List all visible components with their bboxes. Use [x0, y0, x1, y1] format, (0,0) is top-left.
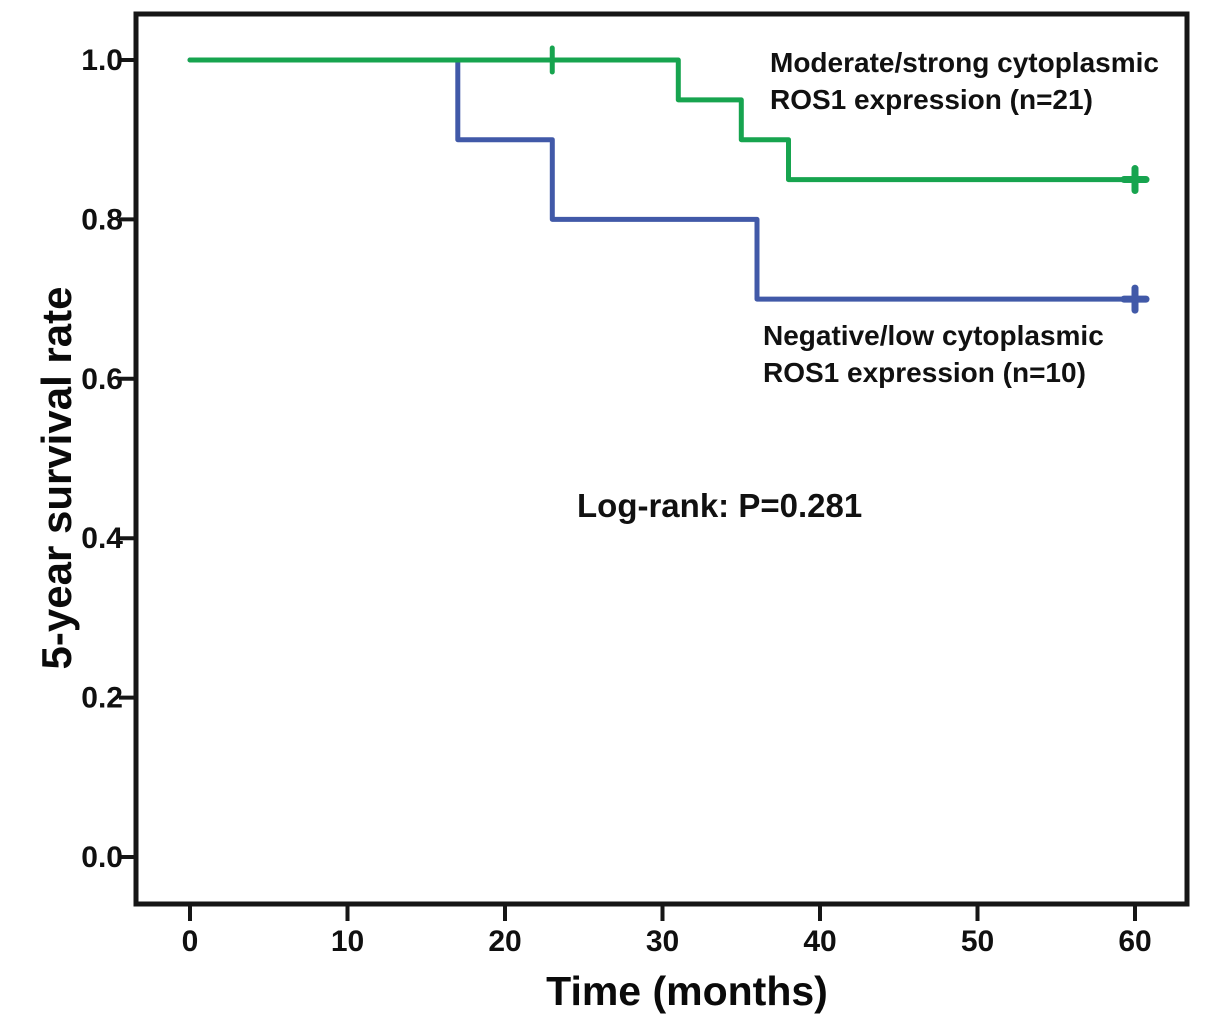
survival-curve [187, 57, 1138, 302]
y-tick-label: 0.8 [81, 203, 123, 236]
y-tick-label: 0.0 [81, 841, 123, 874]
y-axis-title: 5-year survival rate [33, 286, 80, 670]
y-tick-label: 0.4 [81, 522, 123, 555]
x-tick-label: 50 [961, 925, 994, 958]
legend-moderate-strong-label: Moderate/strong cytoplasmic ROS1 express… [770, 47, 1159, 115]
log-rank-annotation: Log-rank: P=0.281 [577, 487, 863, 524]
x-tick-label: 60 [1118, 925, 1151, 958]
legend-negative-low-label: Negative/low cytoplasmic ROS1 expression… [763, 320, 1104, 388]
x-tick-label: 20 [488, 925, 521, 958]
x-tick-label: 30 [646, 925, 679, 958]
y-tick-label: 0.6 [81, 363, 123, 396]
plot-frame [133, 11, 1190, 907]
x-tick-label: 40 [803, 925, 836, 958]
y-tick-label: 0.2 [81, 682, 123, 715]
survival-curve [187, 57, 1138, 183]
x-axis-title: Time (months) [546, 968, 828, 1014]
x-tick-label: 0 [182, 925, 199, 958]
y-tick-label: 1.0 [81, 44, 123, 77]
x-tick-label: 10 [331, 925, 364, 958]
